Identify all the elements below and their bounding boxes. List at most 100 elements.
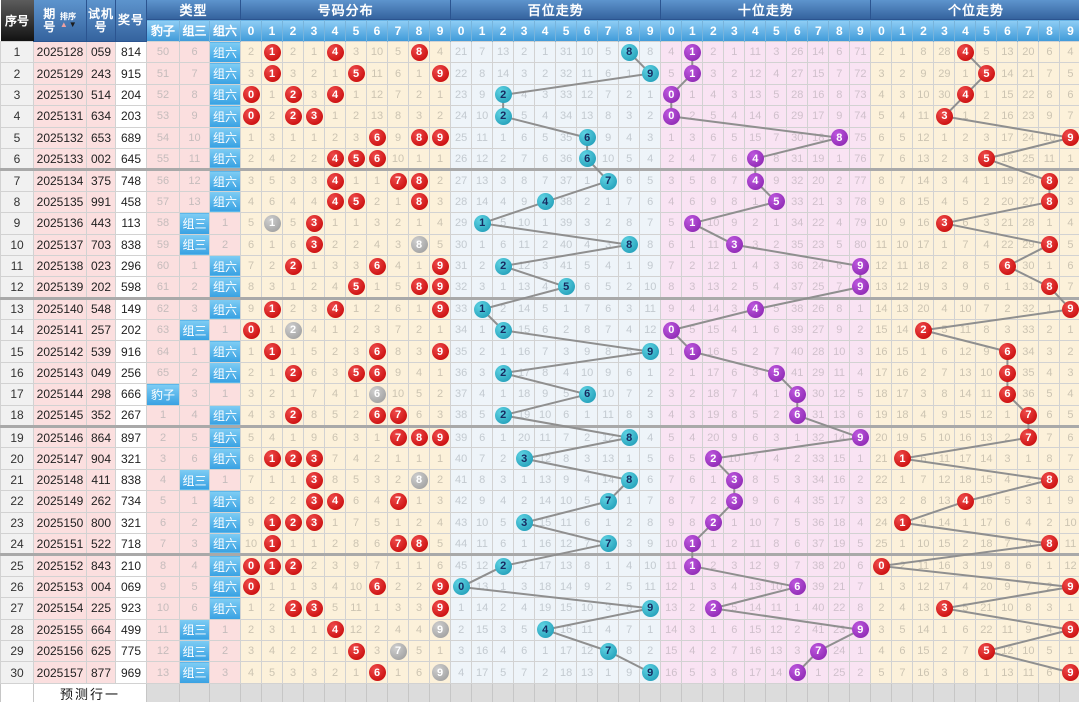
hundreds-cell: 17: [555, 639, 578, 663]
tens-cell: 4: [744, 383, 767, 406]
dist-cell: 3: [240, 383, 262, 406]
digit-col-header: 7: [1017, 19, 1040, 42]
tens-cell: 3: [681, 276, 704, 299]
dist-cell: 2: [282, 404, 304, 428]
dist-cell: 4: [324, 575, 346, 599]
tens-cell: 5: [828, 233, 851, 256]
dist-cell: 1: [282, 618, 304, 641]
units-cell: 6: [1059, 83, 1079, 107]
tens-cell: 37: [807, 532, 830, 556]
section-units-header: 个位走势: [870, 0, 1079, 20]
hundreds-cell: 5: [534, 126, 557, 149]
subcol-zuliu: 组六: [209, 19, 241, 42]
dist-cell: 1: [261, 447, 283, 470]
dist-hit-circle: 9: [431, 578, 449, 596]
units-cell: 3: [870, 62, 893, 85]
units-cell: 16: [912, 212, 935, 235]
dist-cell: 0: [240, 575, 262, 599]
trial-cell: 443: [86, 212, 116, 235]
type-cell: 12: [146, 639, 180, 663]
dist-cell: 8: [240, 276, 262, 299]
hundreds-cell: 3: [450, 639, 473, 663]
period-cell: 2025152: [33, 553, 87, 577]
tens-cell: 19: [807, 147, 830, 171]
sort-asc-icon[interactable]: ▲: [59, 20, 68, 29]
units-cell: 7: [954, 639, 977, 663]
hundreds-cell: 7: [513, 147, 536, 171]
tens-cell: 8: [828, 83, 851, 107]
hundreds-cell: 1: [471, 233, 494, 256]
prize-cell: 916: [115, 340, 147, 363]
hundreds-cell: 8: [534, 361, 557, 385]
hundreds-cell: 3: [513, 447, 536, 470]
dist-cell: 3: [303, 83, 325, 107]
units-cell: 12: [933, 468, 956, 492]
prize-cell: 689: [115, 126, 147, 149]
dist-cell: 1: [282, 425, 304, 449]
prediction-empty-cell: [975, 682, 998, 702]
tens-cell: 5: [765, 83, 788, 107]
prediction-label[interactable]: 预测行一: [33, 682, 147, 702]
tens-cell: 1: [807, 661, 830, 684]
type-cell: 3: [209, 661, 241, 684]
hundreds-hit-circle: 7: [599, 492, 617, 510]
trial-cell: 411: [86, 468, 116, 492]
prediction-empty-cell: [660, 682, 683, 702]
trial-cell: 991: [86, 190, 116, 214]
type-cell: 组三: [179, 618, 210, 641]
tens-cell: 17: [807, 105, 830, 128]
dist-cell: 4: [324, 147, 346, 171]
units-cell: 7: [1017, 404, 1040, 428]
tens-cell: 7: [849, 575, 872, 599]
units-cell: 26: [1017, 168, 1040, 192]
dist-cell: 4: [261, 147, 283, 171]
hundreds-cell: 10: [597, 147, 620, 171]
dist-cell: 7: [387, 404, 409, 428]
trial-cell: 877: [86, 661, 116, 684]
units-cell: 22: [975, 618, 998, 641]
seq-cell: 1: [0, 40, 34, 64]
dist-cell: 9: [428, 126, 452, 149]
dist-cell: 2: [282, 147, 304, 171]
units-cell: 8: [870, 168, 893, 192]
hundreds-hit-circle: 2: [494, 257, 512, 275]
units-cell: 18: [912, 254, 935, 278]
prediction-empty-cell: [179, 682, 210, 702]
hundreds-cell: 7: [513, 661, 536, 684]
dist-cell: 9: [428, 425, 452, 449]
tens-cell: 9: [660, 511, 683, 534]
dist-cell: 9: [240, 511, 262, 534]
tens-cell: 9: [744, 490, 767, 513]
units-cell: 1: [891, 447, 914, 470]
hundreds-cell: 11: [576, 62, 599, 85]
dist-cell: 5: [345, 147, 367, 171]
dist-cell: 0: [240, 105, 262, 128]
units-cell: 20: [996, 190, 1019, 214]
units-hit-circle: 8: [1040, 172, 1058, 190]
tens-cell: 2: [723, 532, 746, 556]
dist-cell: 5: [408, 383, 430, 406]
tens-cell: 1: [828, 147, 851, 171]
dist-cell: 3: [366, 639, 388, 663]
type-cell: 11: [146, 618, 180, 641]
hundreds-cell: 23: [450, 83, 473, 107]
hundreds-cell: 10: [534, 404, 557, 428]
hundreds-cell: 2: [639, 105, 662, 128]
units-hit-circle: 3: [935, 599, 953, 617]
tens-cell: 5: [723, 126, 746, 149]
dist-cell: 2: [428, 383, 452, 406]
tens-cell: 36: [786, 254, 809, 278]
units-hit-circle: 4: [956, 86, 974, 104]
type-cell: 1: [179, 340, 210, 363]
sort-control[interactable]: 排序 ▲ ▼: [59, 12, 77, 29]
tens-cell: 3: [828, 190, 851, 214]
sort-desc-icon[interactable]: ▼: [68, 20, 77, 29]
units-cell: 2: [996, 425, 1019, 449]
digit-col-header: 6: [366, 19, 388, 42]
digit-col-header: 1: [471, 19, 494, 42]
hundreds-cell: 12: [576, 639, 599, 663]
tens-cell: 8: [723, 190, 746, 214]
hundreds-hit-circle: 2: [494, 86, 512, 104]
col-period-header[interactable]: 期号 排序 ▲ ▼: [33, 0, 87, 42]
tens-cell: 5: [786, 511, 809, 534]
